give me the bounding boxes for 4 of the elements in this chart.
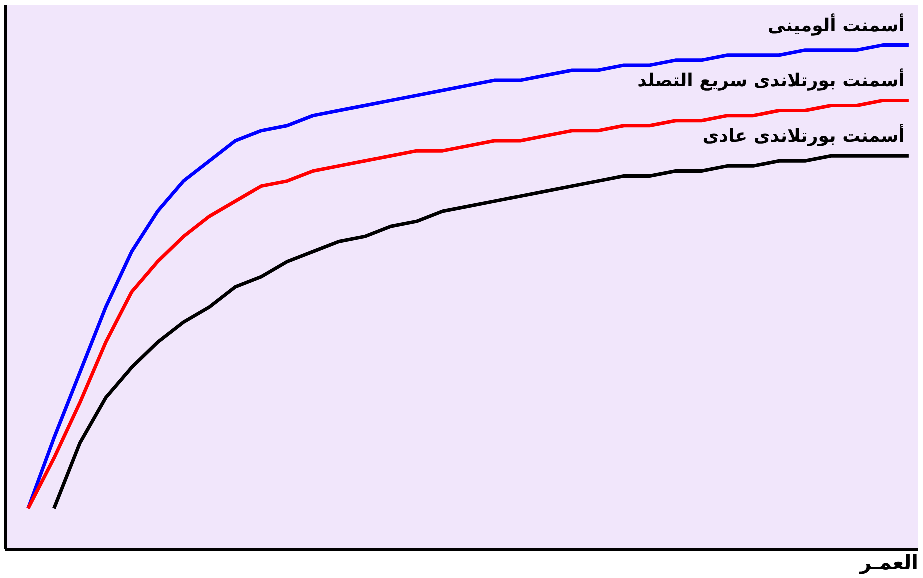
series-label: أسمنت بورتلاندى عادى [702, 124, 905, 148]
x-axis-title: العمـر [859, 550, 918, 574]
series-label: أسمنت بورتلاندى سريع التصلد [638, 68, 905, 92]
series-label: أسمنت ألومينى [768, 13, 905, 36]
